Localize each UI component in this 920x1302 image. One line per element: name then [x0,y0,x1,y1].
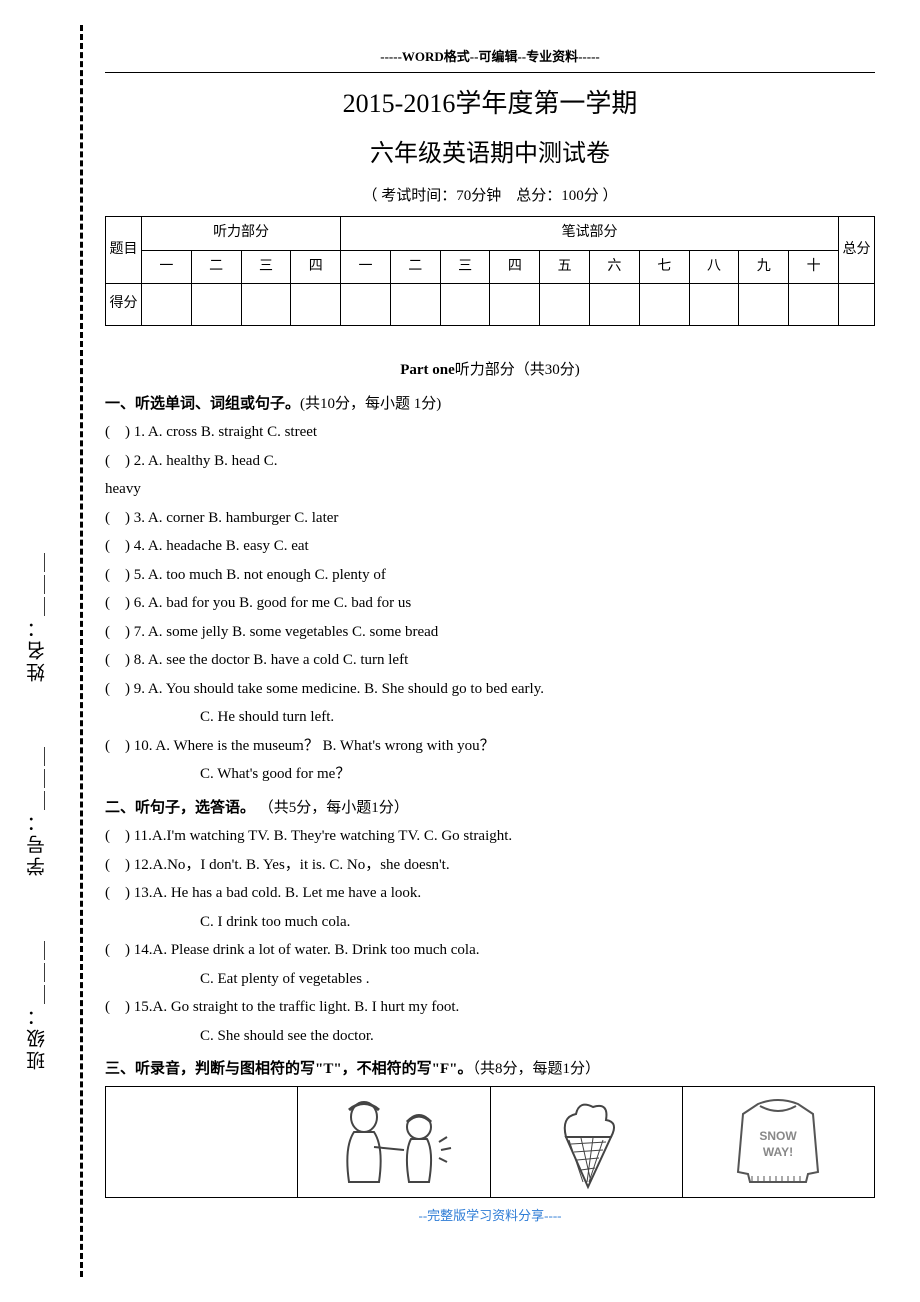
q11: ( ) 11.A.I'm watching TV. B. They're wat… [105,822,875,851]
s1-head: 一、听选单词、词组或句子。(共10分，每小题 1分) [105,390,875,419]
col-l2: 二 [191,250,241,284]
q4: ( ) 4. A. headache B. easy C. eat [105,532,875,561]
score-empty-row: 得分 [106,284,875,326]
th-written: 笔试部分 [341,217,839,251]
col-w3: 三 [440,250,490,284]
class-label: 班级：＿＿＿ [20,938,56,1070]
name-label: 姓名：＿＿＿ [20,550,56,682]
q13: ( ) 13.A. He has a bad cold. B. Let me h… [105,879,875,908]
title-2: 六年级英语期中测试卷 [105,132,875,178]
q2b: heavy [105,475,875,504]
col-w8: 八 [689,250,739,284]
q15c: C. She should see the doctor. [105,1022,875,1051]
col-w2: 二 [390,250,440,284]
col-w5: 五 [540,250,590,284]
part1-rest: 听力部分（共30分) [455,362,580,378]
q2: ( ) 2. A. healthy B. head C. [105,447,875,476]
svg-text:SNOW: SNOW [760,1129,798,1143]
q9: ( ) 9. A. You should take some medicine.… [105,675,875,704]
header-top: -----WORD格式--可编辑--专业资料----- [105,45,875,70]
q14c: C. Eat plenty of vegetables . [105,965,875,994]
footer: --完整版学习资料分享---- [105,1204,875,1229]
score-table: 题目 听力部分 笔试部分 总分 一 二 三 四 一 二 三 四 五 六 七 八 … [105,216,875,326]
title-1: 2015-2016学年度第一学期 [105,79,875,128]
doctor-child-icon [319,1092,469,1192]
pic-cell-2 [298,1087,490,1197]
col-w1: 一 [341,250,391,284]
exam-info: （ 考试时间：70分钟 总分：100分 ） [105,182,875,211]
col-w10: 十 [789,250,839,284]
col-w9: 九 [739,250,789,284]
pic-cell-4: SNOW WAY! [683,1087,874,1197]
icecream-icon [541,1092,631,1192]
th-defen: 得分 [106,284,142,326]
q8: ( ) 8. A. see the doctor B. have a cold … [105,646,875,675]
q3: ( ) 3. A. corner B. hamburger C. later [105,504,875,533]
q6: ( ) 6. A. bad for you B. good for me C. … [105,589,875,618]
picture-row: SNOW WAY! [105,1086,875,1198]
pic-cell-1 [106,1087,298,1197]
s2-head: 二、听句子，选答语。 （共5分，每小题1分） [105,794,875,823]
q7: ( ) 7. A. some jelly B. some vegetables … [105,618,875,647]
q15: ( ) 15.A. Go straight to the traffic lig… [105,993,875,1022]
q5: ( ) 5. A. too much B. not enough C. plen… [105,561,875,590]
page-content: -----WORD格式--可编辑--专业资料----- 2015-2016学年度… [105,0,875,1229]
part1-title: Part one听力部分（共30分) [105,356,875,385]
binding-line [80,25,83,1277]
svg-text:WAY!: WAY! [763,1145,793,1159]
q1: ( ) 1. A. cross B. straight C. street [105,418,875,447]
col-l3: 三 [241,250,291,284]
part1-prefix: Part one [400,362,455,378]
q10: ( ) 10. A. Where is the museum？ B. What'… [105,732,875,761]
s3-head: 三、听录音，判断与图相符的写"T"，不相符的写"F"。（共8分，每题1分） [105,1055,875,1084]
col-l4: 四 [291,250,341,284]
pic-cell-3 [491,1087,683,1197]
student-id-label: 学号：＿＿＿ [20,744,56,876]
q12: ( ) 12.A.No，I don't. B. Yes，it is. C. No… [105,851,875,880]
q13c: C. I drink too much cola. [105,908,875,937]
q9c: C. He should turn left. [105,703,875,732]
th-total: 总分 [839,217,875,284]
th-timu: 题目 [106,217,142,284]
col-w4: 四 [490,250,540,284]
q10c: C. What's good for me？ [105,760,875,789]
score-cols-row: 一 二 三 四 一 二 三 四 五 六 七 八 九 十 [106,250,875,284]
col-l1: 一 [142,250,192,284]
col-w7: 七 [639,250,689,284]
th-listen: 听力部分 [142,217,341,251]
sweater-icon: SNOW WAY! [718,1092,838,1192]
q14: ( ) 14.A. Please drink a lot of water. B… [105,936,875,965]
header-rule [105,72,875,73]
side-labels: 班级：＿＿＿ 学号：＿＿＿ 姓名：＿＿＿ [20,550,56,1070]
col-w6: 六 [590,250,640,284]
